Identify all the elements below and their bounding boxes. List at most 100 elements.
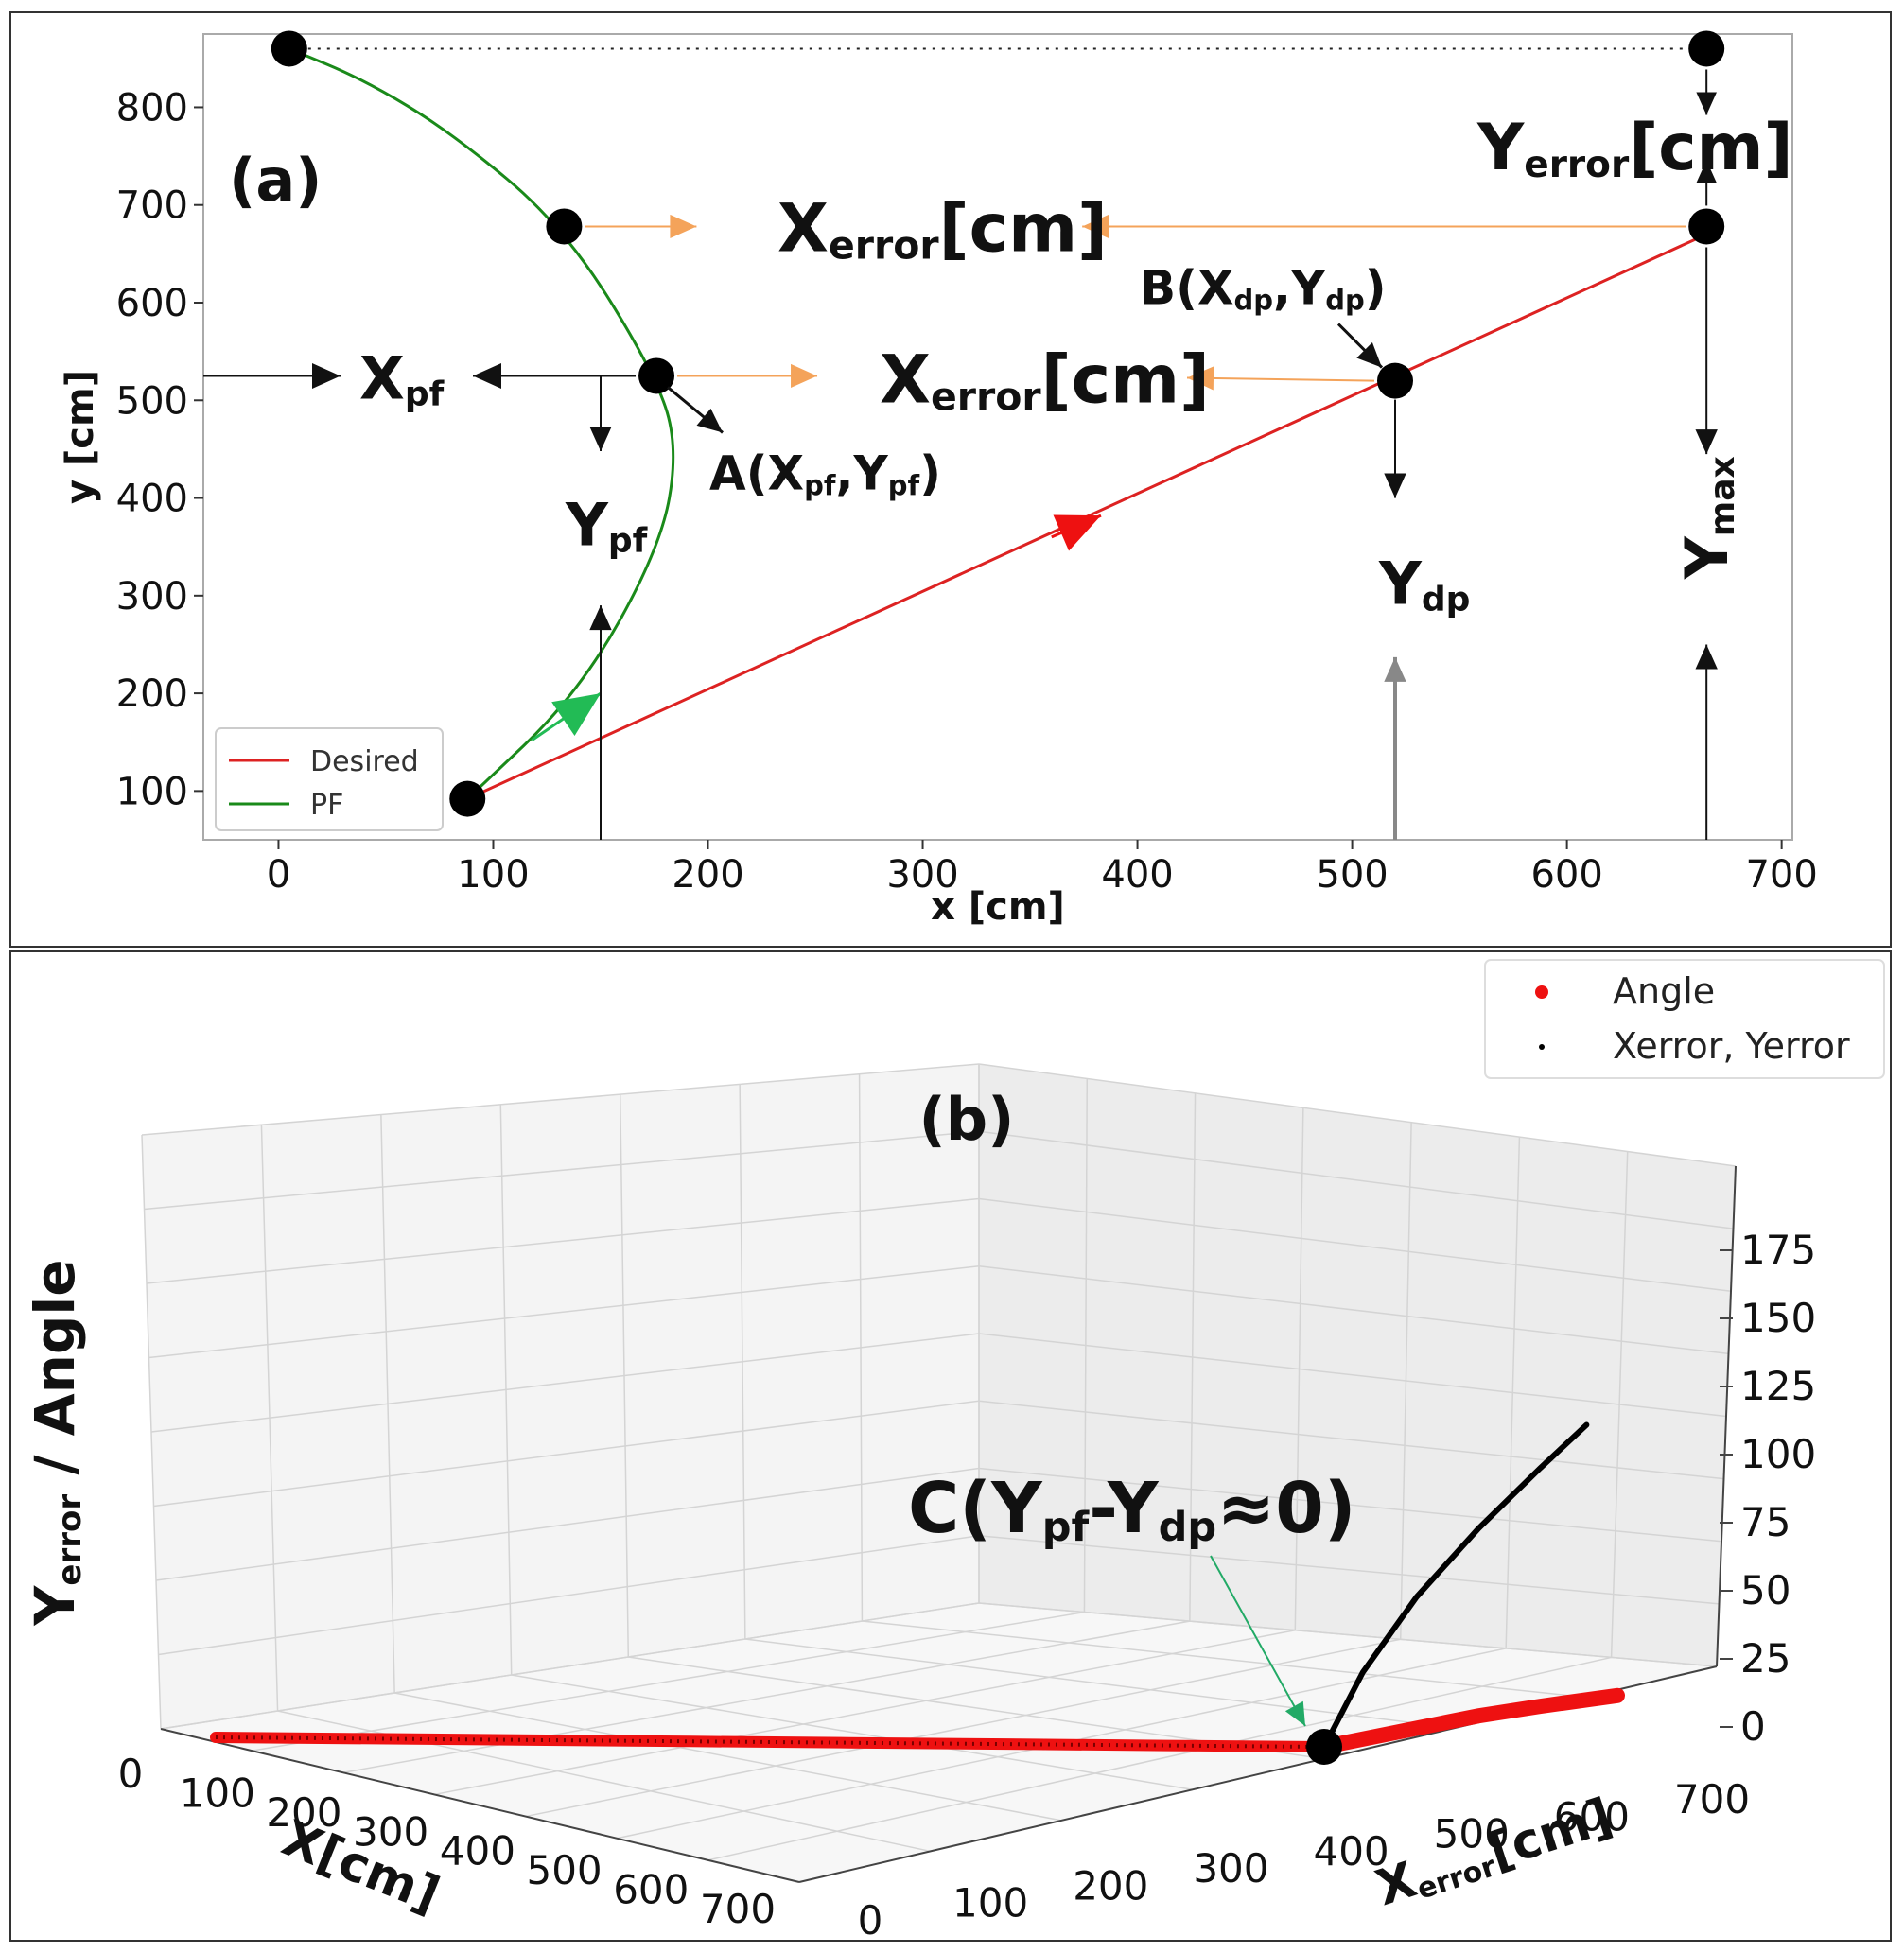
z-axis-label-3d: Yerror / Angle xyxy=(23,1259,89,1626)
y-tick-label: 200 xyxy=(116,672,188,716)
xpf-outgoing-arrow-head xyxy=(473,362,501,389)
grid-line xyxy=(862,1620,1586,1699)
grid-line xyxy=(158,1535,980,1656)
z-tick-label: 25 xyxy=(1740,1635,1790,1682)
legend-a: Desired PF xyxy=(215,727,444,831)
series-group-b xyxy=(210,1421,1625,1765)
point-b-pointer-head xyxy=(1356,341,1382,368)
y-tick-label: 800 xyxy=(116,86,188,130)
grid-line xyxy=(511,1674,1193,1791)
xerror-tick-label: 200 xyxy=(1073,1862,1148,1909)
grid-line xyxy=(141,1063,980,1136)
z-tick-label: 0 xyxy=(1740,1703,1766,1750)
xerror-upper-label: Xerror[cm] xyxy=(777,189,1108,268)
ticks-3d: 0 100 200 300 400 500 600 700 0 100 200 300 400 500 60… xyxy=(23,1227,1816,1944)
y-tick-label: 400 xyxy=(116,478,188,521)
ypf-up-arrow-head xyxy=(589,605,612,631)
z-tick-label: 100 xyxy=(1740,1431,1816,1477)
data-point-marker xyxy=(1688,30,1725,67)
xerror-tick-label: 100 xyxy=(952,1880,1028,1927)
legend-swatch-error xyxy=(1539,1044,1545,1050)
legend-label: Desired xyxy=(310,745,419,778)
point-a-pointer-head xyxy=(696,408,724,433)
panel-a-chart: 0 100 200 300 400 500 600 700 100 200 300 400 500 600… xyxy=(9,11,1892,948)
xerror-tick-label: 500 xyxy=(1434,1811,1510,1857)
x-tick-label: 300 xyxy=(353,1808,428,1855)
data-point-marker xyxy=(449,780,486,817)
x-tick-label: 400 xyxy=(1101,853,1173,897)
ymax-down-arrow-head xyxy=(1695,429,1718,455)
grid-line xyxy=(252,1611,1085,1752)
xerror-tick-label: 600 xyxy=(1554,1793,1630,1840)
z-tick-label: 150 xyxy=(1740,1295,1816,1341)
x-tick-label: 700 xyxy=(1745,853,1817,897)
x-tick-label: 500 xyxy=(526,1847,602,1893)
x-tick-label: 600 xyxy=(1530,853,1602,897)
point-c-label: C(Ypf-Ydp≈0) xyxy=(908,1468,1356,1551)
xerror-upper-left-arrow-head xyxy=(670,214,697,239)
x-tick-label: 500 xyxy=(1316,853,1388,897)
grid-line xyxy=(978,1197,1732,1292)
y-tick-label: 600 xyxy=(116,282,188,325)
x-tick-label: 200 xyxy=(672,853,743,897)
x-tick-label: 0 xyxy=(267,853,290,897)
x-tick-label: 100 xyxy=(457,853,529,897)
xerror-lower-right-arrow-head xyxy=(1187,366,1214,391)
xerror-tick-label: 700 xyxy=(1674,1776,1750,1822)
xerror-lower-label: Xerror[cm] xyxy=(880,341,1210,420)
grid-line xyxy=(342,1620,1190,1774)
ypf-label: Ypf xyxy=(565,490,648,560)
z-tick-label: 75 xyxy=(1740,1499,1790,1545)
legend-label: Angle xyxy=(1613,970,1715,1012)
xerror-upper-right-arrow-head xyxy=(1082,214,1109,239)
y-tick-label: 300 xyxy=(116,575,188,619)
data-point-marker xyxy=(1377,362,1413,399)
grid-line xyxy=(978,1400,1724,1480)
point-c-marker xyxy=(1306,1729,1342,1765)
grid-line xyxy=(144,1130,980,1211)
axes-a: 0 100 200 300 400 500 600 700 100 200 300 400 500 600… xyxy=(116,86,1818,897)
grid-line xyxy=(978,1265,1729,1355)
x-tick-label: 600 xyxy=(613,1867,689,1913)
yerror-label: Yerror[cm] xyxy=(1476,111,1793,186)
back-wall-right xyxy=(979,1064,1736,1666)
xerror-lower-left-arrow-head xyxy=(791,363,818,389)
y-tick-label: 100 xyxy=(116,770,188,813)
z-tick-label: 125 xyxy=(1740,1363,1816,1409)
grid-line xyxy=(707,1656,1612,1861)
xerror-tick-label: 300 xyxy=(1193,1845,1268,1892)
x-tick-label: 200 xyxy=(266,1789,341,1836)
grid-line xyxy=(148,1265,980,1359)
grid-line xyxy=(160,1602,980,1730)
annotations-a: (a) Xerror[cm] Xerror[cm] Yerror[cm] Xpf Ypf A… xyxy=(203,69,1793,840)
pf-direction-arrow-head xyxy=(551,693,601,736)
y-axis-label: y [cm] xyxy=(59,370,102,504)
plot-area-a xyxy=(202,33,1793,841)
y-tick-label: 700 xyxy=(116,184,188,228)
point-b-label: B(Xdp,Ydp) xyxy=(1140,260,1387,316)
point-c-pointer-shaft xyxy=(1210,1555,1306,1727)
x-axis-line xyxy=(160,1728,800,1883)
panel-label-a: (a) xyxy=(229,146,323,215)
x-tick-label: 0 xyxy=(118,1751,144,1797)
grid-line xyxy=(978,1467,1722,1543)
grid-line xyxy=(978,1333,1727,1418)
grid-line xyxy=(978,1063,1737,1167)
xpf-incoming-arrow-head xyxy=(312,362,341,389)
z-tick-label: 50 xyxy=(1740,1567,1790,1613)
series-group-a xyxy=(271,30,1725,817)
legend-box-b xyxy=(1484,959,1885,1079)
grid-line xyxy=(155,1467,980,1581)
yerror-down-arrow-head xyxy=(1696,92,1717,115)
series-error-overlap xyxy=(215,1735,1325,1749)
point-a-label: A(Xpf,Ypf) xyxy=(709,446,941,502)
xerror-tick-label: 400 xyxy=(1313,1828,1389,1875)
ymax-label: Ymax xyxy=(1672,456,1742,580)
data-point-marker xyxy=(271,30,307,67)
desired-direction-arrow-head xyxy=(1053,514,1101,551)
grid-line xyxy=(434,1629,1296,1796)
ymax-up-arrow-head xyxy=(1695,644,1718,670)
xerror-lower-right-arrow-shaft xyxy=(1186,376,1375,382)
x-axis-label: x [cm] xyxy=(931,885,1065,929)
grid-line xyxy=(525,1638,1401,1818)
